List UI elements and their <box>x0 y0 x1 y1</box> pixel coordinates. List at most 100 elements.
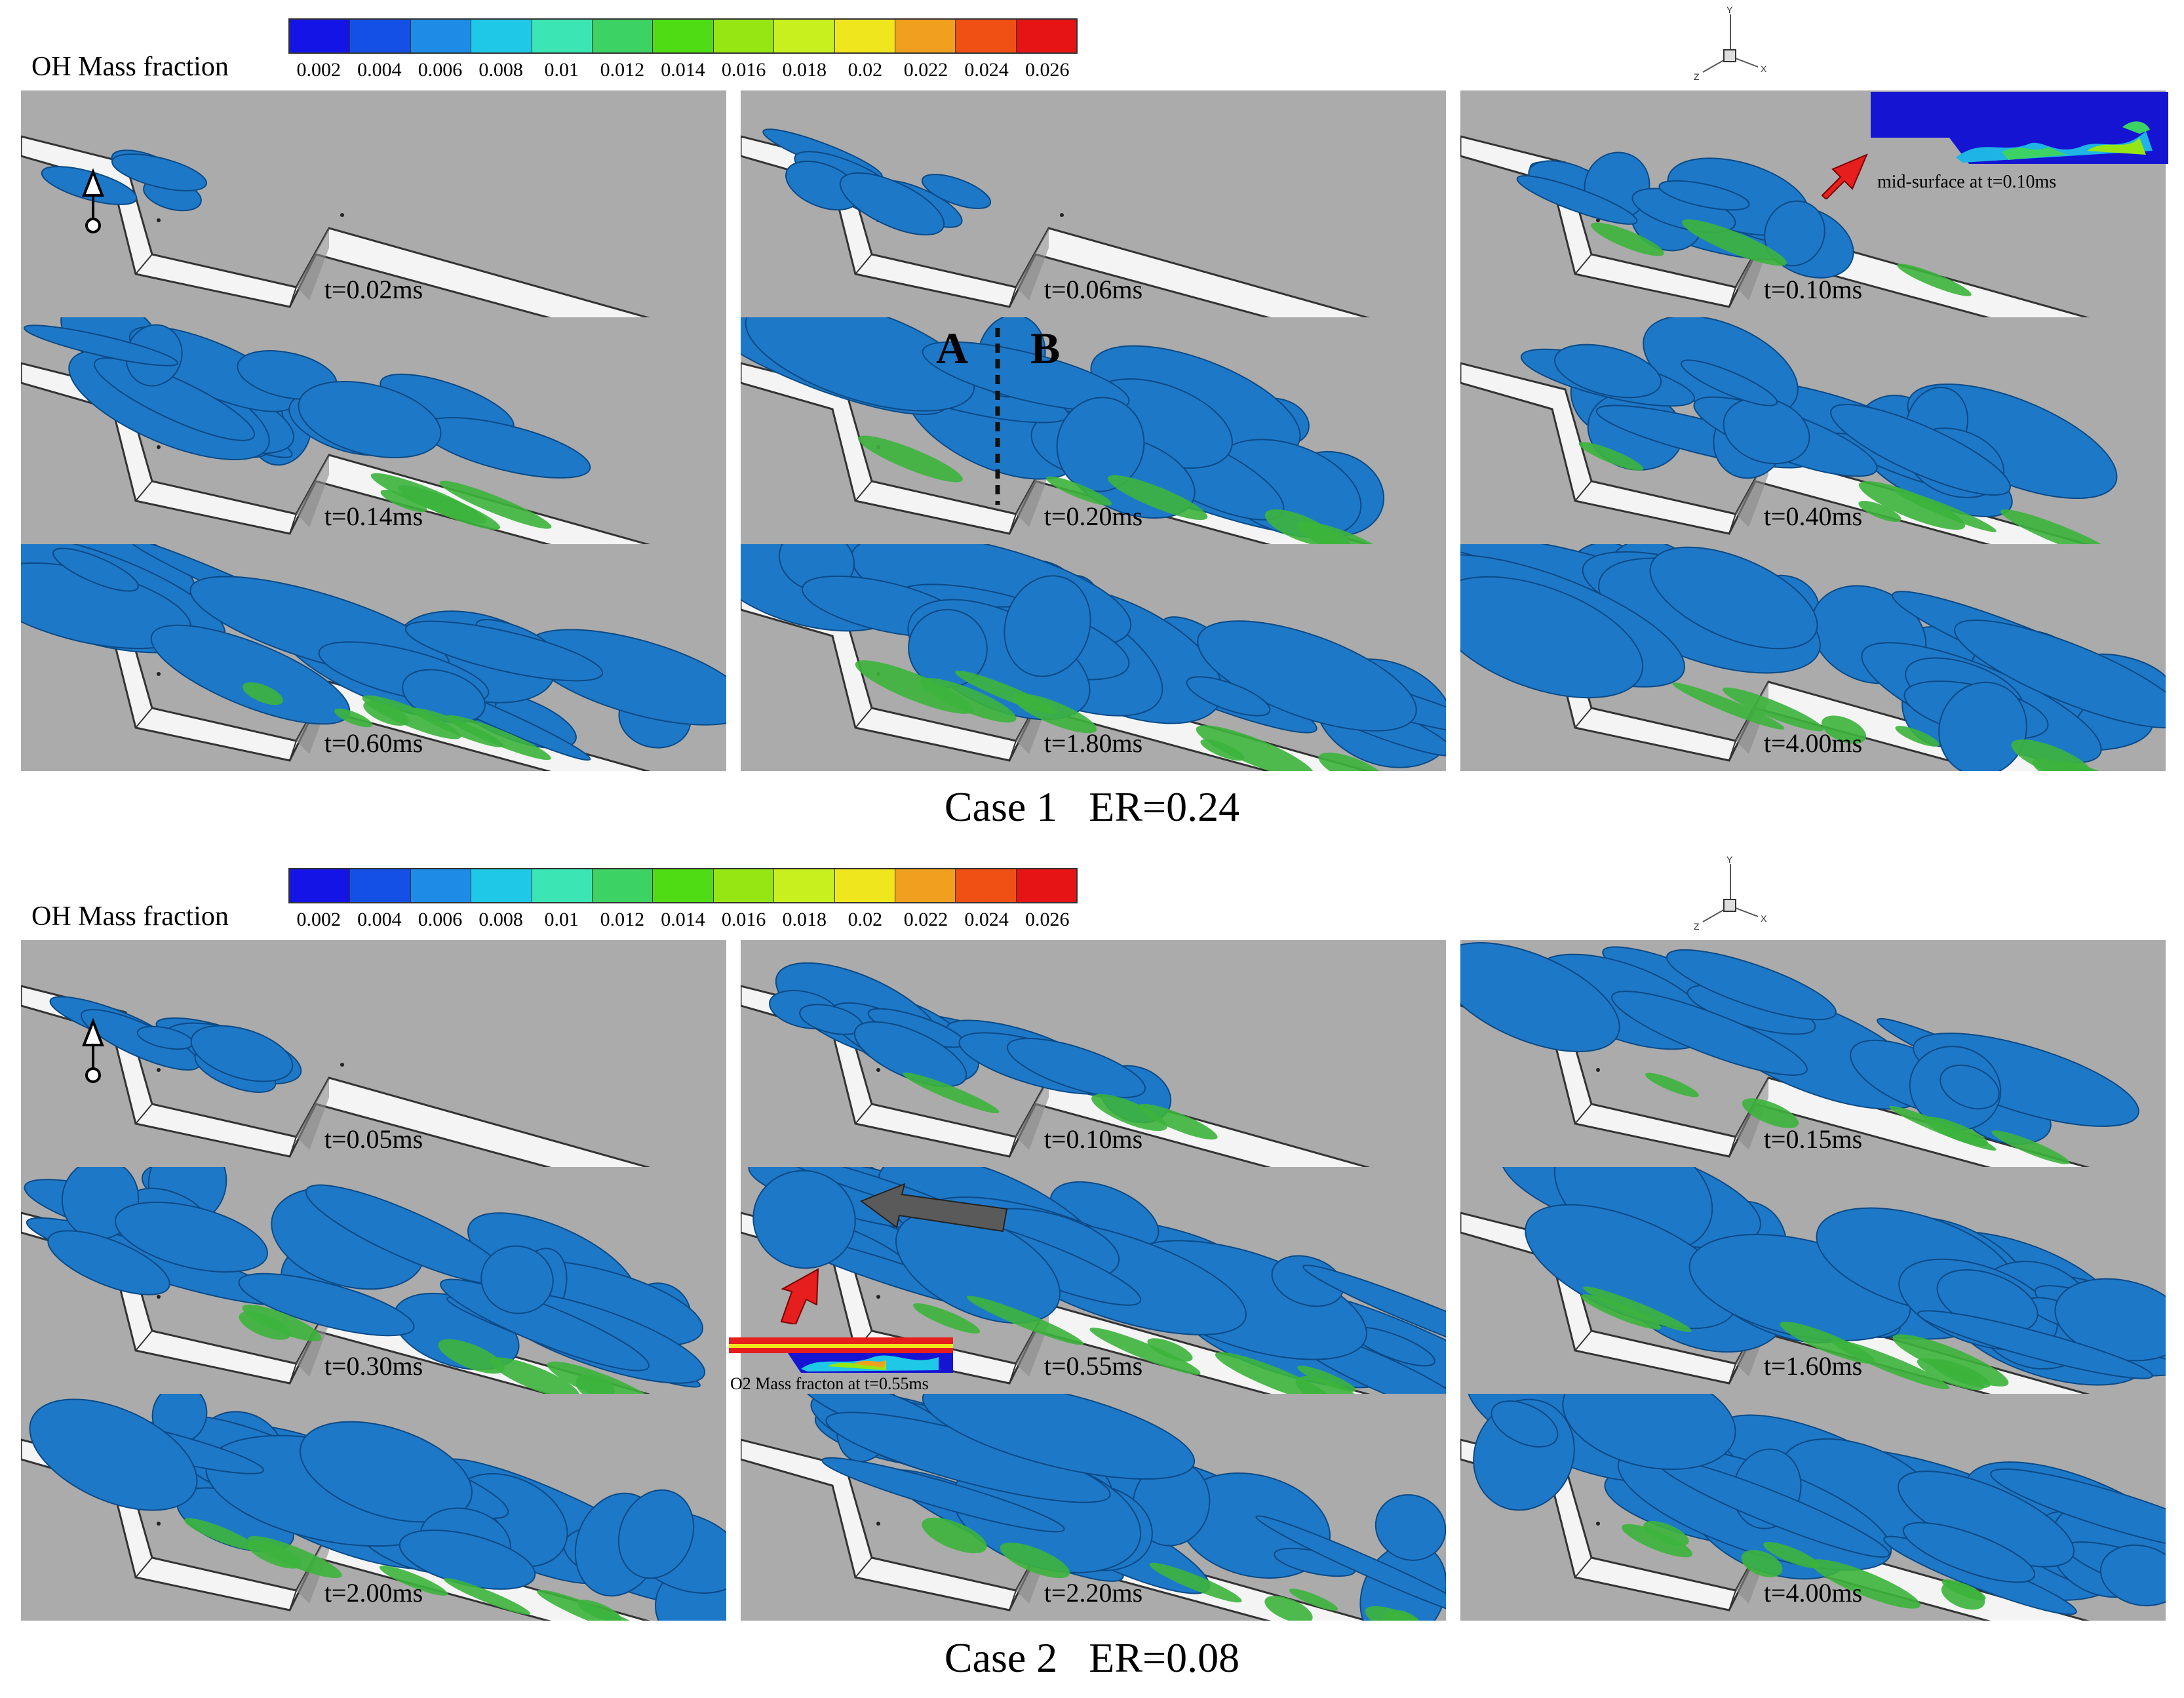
time-label: t=0.10ms <box>1043 1124 1143 1154</box>
time-label: t=0.20ms <box>1043 502 1143 531</box>
simulation-panel <box>741 317 1446 544</box>
mid-surface-inset-caption: mid-surface at t=0.10ms <box>1877 172 2057 192</box>
simulation-panel <box>741 90 1446 317</box>
colorbar-swatch <box>410 20 472 52</box>
colorbar-swatch <box>471 20 532 52</box>
colorbar-tick-label: 0.014 <box>661 59 705 81</box>
colorbar-swatch <box>1016 869 1077 902</box>
colorbar-swatch <box>895 20 956 52</box>
time-label: t=1.80ms <box>1043 728 1143 758</box>
simulation-panel <box>21 544 726 771</box>
colorbar-swatch <box>290 20 351 52</box>
colorbar-swatch <box>713 20 775 52</box>
colorbar-tick-label: 0.004 <box>357 909 402 930</box>
colorbar-tick-label: 0.008 <box>478 59 523 81</box>
colorbar-tick-label: 0.008 <box>478 909 523 930</box>
o2-inset <box>729 1337 953 1373</box>
colorbar-title: OH Mass fraction <box>31 52 229 82</box>
colorbar-swatch <box>350 20 411 52</box>
section-label-b: B <box>1030 323 1061 373</box>
simulation-panel <box>21 1394 726 1621</box>
colorbar-tick-label: 0.02 <box>848 59 883 81</box>
case1-title: Case 1 ER=0.24 <box>944 783 1240 830</box>
colorbar-tick-label: 0.022 <box>903 59 948 81</box>
time-label: t=0.60ms <box>324 728 423 758</box>
axis-x-label: X <box>1761 64 1767 74</box>
simulation-panel <box>741 940 1446 1167</box>
section-cut-line <box>995 328 1000 505</box>
colorbar-swatch <box>471 869 532 902</box>
simulation-panel <box>1460 317 2166 544</box>
time-label: t=0.30ms <box>324 1351 423 1381</box>
injector-icon <box>82 1017 104 1083</box>
axis-triad-icon: Y X Z <box>1694 5 1767 82</box>
axis-x-label: X <box>1761 913 1767 924</box>
time-label: t=1.60ms <box>1763 1351 1863 1381</box>
colorbar-swatch <box>895 869 956 902</box>
time-label: t=2.20ms <box>1043 1578 1143 1608</box>
time-label: t=0.14ms <box>324 502 423 531</box>
o2-inset-caption: O2 Mass fracton at t=0.55ms <box>730 1374 929 1393</box>
case2-title: Case 2 ER=0.08 <box>944 1634 1240 1681</box>
simulation-panel <box>741 544 1446 771</box>
colorbar-swatch <box>1016 20 1077 52</box>
simulation-panel <box>21 90 726 317</box>
simulation-panel <box>21 1167 726 1394</box>
colorbar-tick-label: 0.018 <box>782 59 827 81</box>
simulation-panel <box>1460 1394 2166 1621</box>
time-label: t=0.02ms <box>324 275 423 304</box>
axis-y-label: Y <box>1726 854 1733 865</box>
simulation-panel <box>1460 544 2166 771</box>
colorbar-tick-label: 0.026 <box>1024 59 1070 81</box>
axis-y-label: Y <box>1726 5 1733 15</box>
axis-z-label: Z <box>1694 71 1700 82</box>
time-label: t=0.10ms <box>1763 275 1863 304</box>
colorbar-swatch <box>592 869 653 902</box>
time-label: t=0.05ms <box>324 1124 423 1154</box>
colorbar-tick-label: 0.014 <box>661 909 705 930</box>
time-label: t=2.00ms <box>324 1578 423 1608</box>
injector-icon <box>82 168 104 233</box>
time-label: t=0.15ms <box>1763 1124 1863 1154</box>
colorbar-swatch <box>956 20 1017 52</box>
colorbar-tick-label: 0.002 <box>296 59 341 81</box>
time-label: t=0.06ms <box>1043 275 1143 304</box>
colorbar-tick-label: 0.002 <box>296 909 341 930</box>
colorbar-tick-label: 0.01 <box>544 59 579 81</box>
time-label: t=4.00ms <box>1763 1578 1863 1608</box>
colorbar-swatch <box>774 20 835 52</box>
colorbar-tick-label: 0.006 <box>418 909 463 930</box>
colorbar-tick-label: 0.01 <box>544 909 579 930</box>
colorbar-tick-label: 0.024 <box>964 59 1009 81</box>
colorbar-swatch <box>956 869 1017 902</box>
colorbar-tick-label: 0.012 <box>600 909 645 930</box>
simulation-panel <box>21 317 726 544</box>
colorbar-tick-label: 0.016 <box>721 59 766 81</box>
colorbar-swatch <box>834 20 895 52</box>
colorbar-swatch <box>653 869 714 902</box>
red-arrow-icon <box>780 1268 819 1324</box>
simulation-panel <box>21 940 726 1167</box>
colorbar-tick-label: 0.004 <box>357 59 402 81</box>
simulation-panel <box>741 1394 1446 1621</box>
colorbar-swatch <box>532 869 593 902</box>
colorbar-tick-label: 0.018 <box>782 909 827 930</box>
colorbar-swatch <box>592 20 653 52</box>
colorbar-tick-label: 0.02 <box>848 909 883 930</box>
colorbar-tick-label: 0.006 <box>418 59 463 81</box>
axis-z-label: Z <box>1694 921 1700 932</box>
colorbar-swatch <box>290 869 351 902</box>
colorbar-swatch <box>532 20 593 52</box>
colorbar-swatch <box>834 869 895 902</box>
colorbar-tick-labels: 0.002 0.004 0.006 0.008 0.01 0.012 0.014 0.016 0… <box>288 59 1078 85</box>
colorbar-tick-label: 0.024 <box>964 909 1009 930</box>
colorbar-tick-label: 0.016 <box>721 909 766 930</box>
axis-triad-icon-case2: Y X Z <box>1694 854 1767 932</box>
simulation-panel <box>1460 1167 2166 1394</box>
colorbar-tick-label: 0.022 <box>903 909 948 930</box>
colorbar-tick-label: 0.026 <box>1024 909 1070 930</box>
time-label: t=0.55ms <box>1043 1351 1143 1381</box>
section-label-a: A <box>936 323 969 373</box>
colorbar-swatch <box>653 20 714 52</box>
colorbar-swatch <box>713 869 775 902</box>
